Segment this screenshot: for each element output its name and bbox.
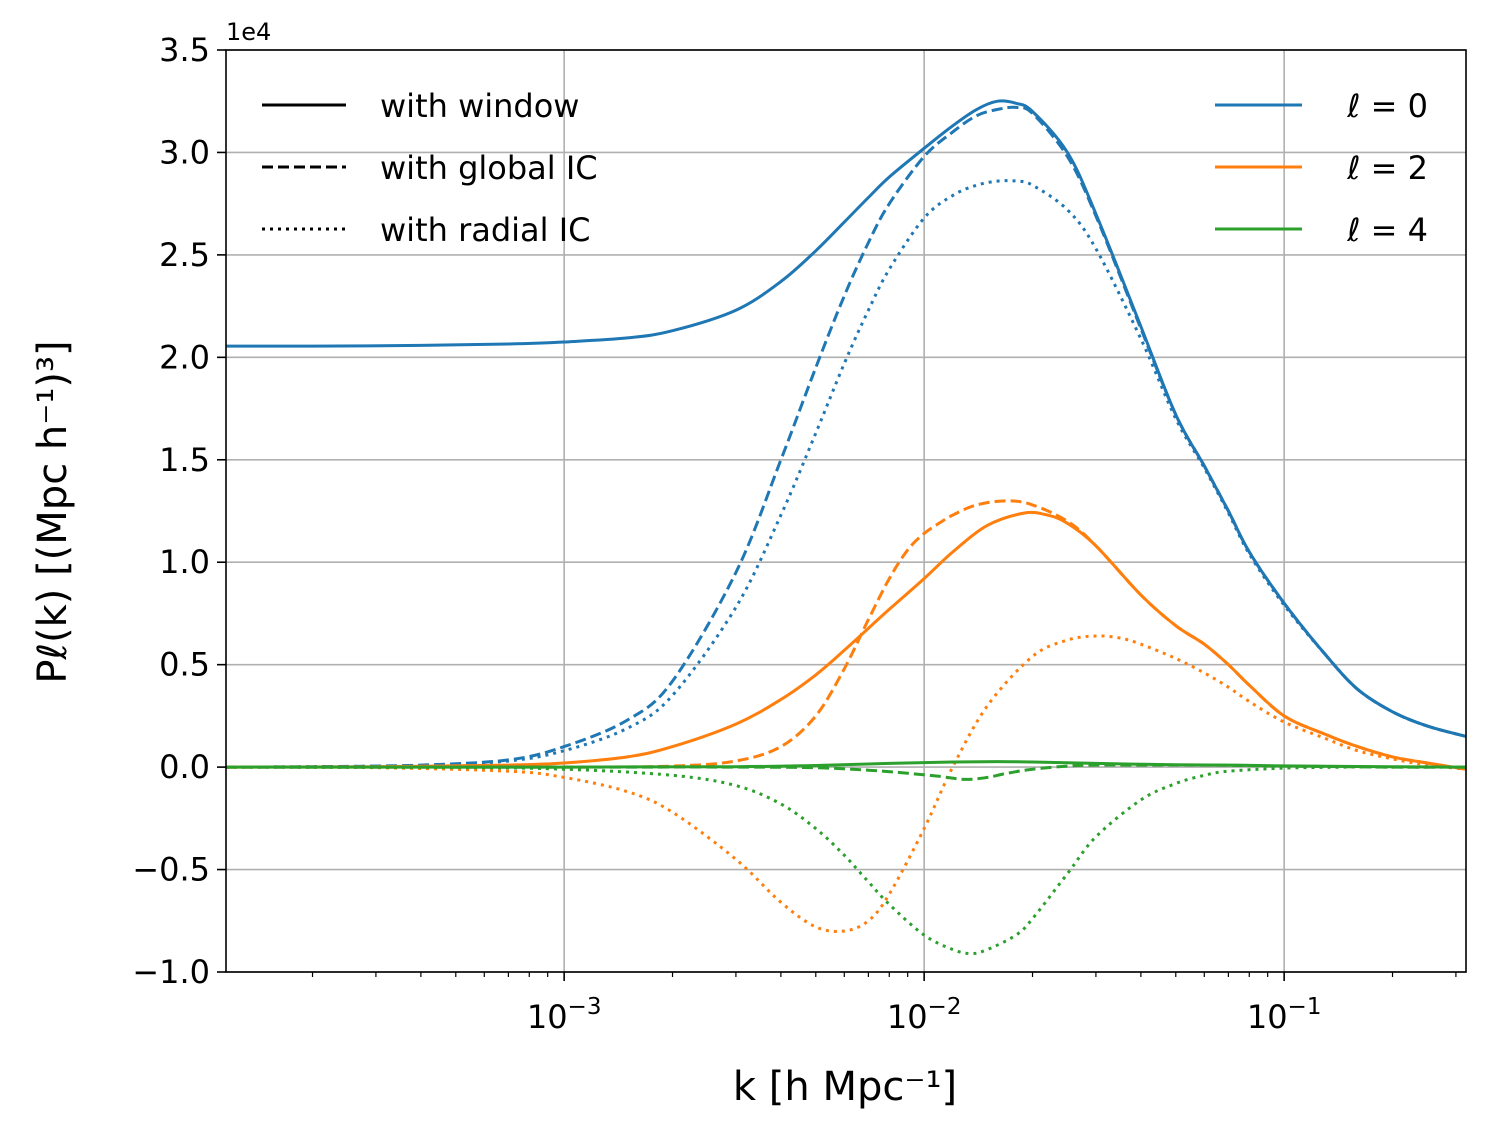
y-tick-label: 1.0 xyxy=(159,543,210,581)
series-l4-with-radial-ic xyxy=(226,765,1466,956)
series-lines xyxy=(226,99,1466,956)
series-l0-with-window xyxy=(226,99,1466,738)
y-tick-label: 3.5 xyxy=(159,31,210,69)
grid-lines xyxy=(226,49,1466,973)
series-l2-with-global-ic xyxy=(226,499,1466,771)
y-tick-labels: −1.0 −0.5 0.0 0.5 1.0 1.5 2.0 2.5 3.0 3.5 xyxy=(132,31,210,991)
x-axis-title: k [h Mpc⁻¹] xyxy=(733,1064,957,1110)
legend-style-label: with radial IC xyxy=(380,211,590,249)
y-tick-label: 0.5 xyxy=(159,646,210,684)
x-tick-label: 10−3 xyxy=(527,994,602,1036)
legend-styles: with window with global IC with radial IC xyxy=(262,87,598,249)
y-tick-label: 1.5 xyxy=(159,441,210,479)
axis-ticks xyxy=(217,49,1457,981)
y-tick-label: 0.0 xyxy=(159,748,210,786)
series-l0-with-radial-ic xyxy=(226,179,1466,769)
legend-multipole-label: ℓ = 0 xyxy=(1346,87,1428,125)
legend-style-label: with window xyxy=(380,87,579,125)
y-tick-label: 2.5 xyxy=(159,236,210,274)
y-tick-label: 3.0 xyxy=(159,133,210,171)
series-l2-with-radial-ic xyxy=(226,634,1466,933)
plot-frame xyxy=(225,49,1467,973)
legend-multipoles: ℓ = 0 ℓ = 2 ℓ = 4 xyxy=(1215,87,1428,249)
y-tick-label: 2.0 xyxy=(159,338,210,376)
x-tick-label: 10−1 xyxy=(1247,994,1322,1036)
series-l4-with-window xyxy=(226,760,1466,769)
series-l2-with-window xyxy=(226,510,1466,771)
legend-style-label: with global IC xyxy=(380,149,598,187)
y-tick-label: −0.5 xyxy=(132,851,210,889)
y-tick-label: −1.0 xyxy=(132,953,210,991)
x-tick-label: 10−2 xyxy=(887,994,962,1036)
x-tick-labels: 10−3 10−2 10−1 xyxy=(527,994,1322,1036)
legend-multipole-label: ℓ = 2 xyxy=(1346,149,1428,187)
offset-text: 1e4 xyxy=(226,18,271,46)
legend-multipole-label: ℓ = 4 xyxy=(1346,211,1428,249)
series-l4-with-global-ic xyxy=(226,763,1466,781)
y-axis-title: Pℓ(k) [(Mpc h⁻¹)³] xyxy=(30,340,76,683)
